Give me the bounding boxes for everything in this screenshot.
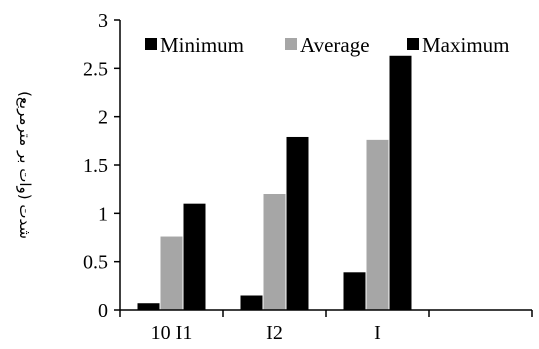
bar-average bbox=[263, 194, 286, 310]
bar-minimum bbox=[137, 303, 160, 310]
bar-minimum bbox=[343, 272, 366, 310]
bar-average bbox=[366, 139, 389, 310]
y-tick-label: 2.5 bbox=[83, 58, 108, 80]
bar-maximum bbox=[286, 136, 309, 310]
legend-swatch-average bbox=[285, 38, 297, 50]
bar-maximum bbox=[389, 55, 412, 311]
legend-swatch-minimum bbox=[145, 38, 157, 50]
bar-average bbox=[160, 236, 183, 310]
y-tick-label: 0.5 bbox=[83, 252, 108, 274]
legend-label-average: Average bbox=[300, 33, 370, 57]
y-tick-label: 1.5 bbox=[83, 155, 108, 177]
y-tick-label: 3 bbox=[98, 10, 108, 32]
bars-layer bbox=[137, 55, 412, 311]
y-axis-label: شدت (وات بر مترمربع) bbox=[16, 91, 34, 239]
legend: Minimum Average Maximum bbox=[145, 33, 510, 57]
y-tick-labels: 0 0.5 1 1.5 2 2.5 3 bbox=[83, 10, 120, 322]
y-tick-label: 2 bbox=[98, 107, 108, 129]
legend-swatch-maximum bbox=[407, 38, 419, 50]
y-tick-label: 0 bbox=[98, 300, 108, 322]
bar-maximum bbox=[183, 203, 206, 310]
legend-label-maximum: Maximum bbox=[422, 33, 510, 57]
x-tick-labels: 10 I1 I2 I bbox=[119, 310, 533, 344]
x-tick-label: I bbox=[374, 322, 381, 344]
y-tick-label: 1 bbox=[98, 203, 108, 225]
bar-minimum bbox=[240, 295, 263, 310]
x-tick-label: 10 I1 bbox=[151, 322, 193, 344]
x-tick-label: I2 bbox=[266, 322, 283, 344]
legend-label-minimum: Minimum bbox=[160, 33, 244, 57]
